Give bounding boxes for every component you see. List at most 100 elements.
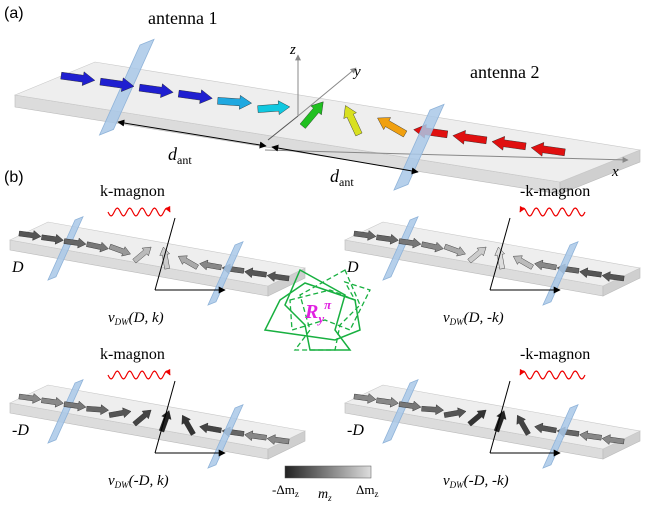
axis-label: x <box>611 164 619 180</box>
antenna <box>47 216 84 281</box>
velocity-label: vDW(D, -k) <box>443 310 504 327</box>
antenna <box>542 404 579 469</box>
axis <box>154 380 176 454</box>
spin-arrow <box>63 237 87 249</box>
spin-arrow <box>376 396 399 408</box>
velocity-args: (D, k) <box>129 310 164 326</box>
spin-arrow <box>266 271 290 282</box>
spin-arrow <box>530 142 566 157</box>
axis-label: z <box>289 42 296 58</box>
spin-arrow <box>512 255 534 270</box>
magnon-wave <box>107 368 171 380</box>
spin-arrow <box>132 246 152 264</box>
dimension <box>117 119 267 149</box>
spin-arrow <box>60 71 96 86</box>
spin-arrow <box>159 246 171 270</box>
spin-arrow <box>244 430 267 442</box>
spin-arrow <box>534 259 557 271</box>
distance-label: dant <box>168 144 192 167</box>
spin-arrow <box>217 95 253 110</box>
spin-arrow <box>353 230 377 241</box>
velocity-label: vDW(-D, k) <box>108 473 169 490</box>
spin-arrow <box>181 414 196 436</box>
spin-arrow <box>377 117 408 138</box>
panel-label: (a) <box>4 5 24 22</box>
antenna-label: antenna 1 <box>148 8 217 28</box>
panel-label: (b) <box>4 169 24 186</box>
axis <box>267 115 299 141</box>
spin-arrow <box>63 400 87 412</box>
spin-arrow <box>177 255 199 270</box>
spin-arrow <box>467 246 487 264</box>
velocity-symbol: v <box>108 310 115 326</box>
velocity-args: (D, -k) <box>464 310 504 326</box>
spin-arrow <box>41 396 64 408</box>
velocity-subscript: DW <box>449 317 465 327</box>
velocity-args: (-D, -k) <box>464 473 509 489</box>
spin-arrow <box>343 105 363 137</box>
velocity-subscript: DW <box>114 480 130 490</box>
antenna <box>47 379 84 444</box>
antenna <box>382 216 419 281</box>
spin-arrow <box>18 393 42 404</box>
axis-label: y <box>352 64 361 80</box>
spin-arrow <box>138 83 174 98</box>
axis <box>489 380 511 454</box>
spin-arrow <box>534 422 557 434</box>
dmi-label: -D <box>347 422 364 439</box>
magnon-wave <box>107 205 171 217</box>
rotation-arrow <box>289 280 371 331</box>
antenna <box>207 241 244 306</box>
spin-arrow <box>443 243 466 257</box>
magnon-label: k-magnon <box>100 183 165 200</box>
spin-arrow <box>199 422 222 434</box>
distance-label: dant <box>330 166 354 189</box>
velocity-symbol: v <box>108 473 115 489</box>
spin-arrow <box>579 430 602 442</box>
velocity-label: vDW(D, k) <box>108 310 164 327</box>
spin-arrow <box>601 271 625 282</box>
magnon-label: -k-magnon <box>520 346 590 363</box>
spin-arrow <box>18 230 42 241</box>
spin-arrow <box>376 233 399 245</box>
spin-arrow <box>452 130 488 145</box>
spin-arrow <box>299 101 324 129</box>
spin-arrow <box>41 233 64 245</box>
spin-arrow <box>467 409 487 427</box>
velocity-label: vDW(-D, -k) <box>443 473 509 490</box>
spin-arrow <box>398 400 422 412</box>
spin-arrow <box>494 246 506 270</box>
colorbar <box>284 465 372 479</box>
spin-arrow <box>601 434 625 445</box>
spin-arrow <box>443 407 467 419</box>
spin-arrow <box>108 407 132 419</box>
magnon-wave <box>519 368 586 380</box>
colorbar-label: mz <box>318 487 332 503</box>
magnon-wave <box>519 205 586 217</box>
spin-arrow <box>199 259 222 271</box>
spin-arrow <box>257 100 291 116</box>
antenna-label: antenna 2 <box>470 62 539 82</box>
dimension <box>271 144 419 175</box>
velocity-subscript: DW <box>449 480 465 490</box>
axis <box>297 67 357 117</box>
antenna <box>382 379 419 444</box>
spin-arrow <box>99 77 135 92</box>
velocity-symbol: v <box>443 310 450 326</box>
spin-arrow <box>398 237 422 249</box>
dmi-label: D <box>11 259 24 276</box>
axis <box>154 217 176 291</box>
spin-arrow <box>516 414 531 436</box>
velocity-args: (-D, k) <box>129 473 169 489</box>
antenna <box>207 404 244 469</box>
spin-arrow <box>353 393 377 404</box>
antenna <box>542 241 579 306</box>
spin-arrow <box>108 243 131 257</box>
spin-arrow <box>177 89 213 104</box>
spin-arrow <box>86 404 109 416</box>
velocity-symbol: v <box>443 473 450 489</box>
velocity-subscript: DW <box>114 317 130 327</box>
magnon-label: -k-magnon <box>520 183 590 200</box>
spin-arrow <box>579 267 602 279</box>
